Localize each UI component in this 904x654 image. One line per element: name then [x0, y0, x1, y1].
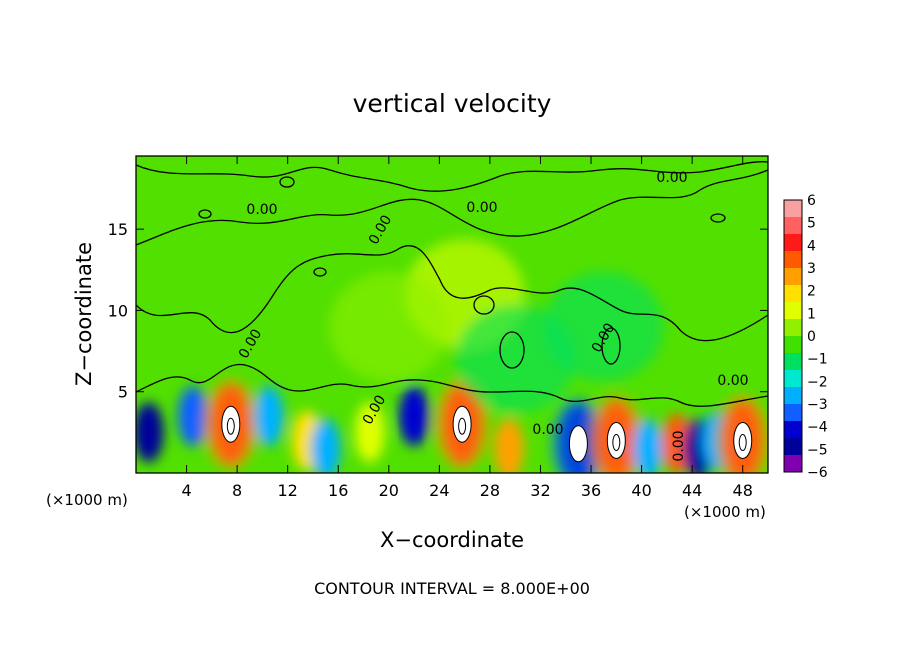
colorbar-tick-label: −3 [807, 397, 828, 413]
colorbar-swatch [784, 285, 802, 303]
colorbar-swatch [784, 234, 802, 252]
y-tick-label: 5 [118, 383, 128, 402]
zero-contour-upper [136, 169, 768, 246]
x-tick-label: 12 [278, 481, 298, 500]
colorbar-swatch [784, 336, 802, 354]
y-tick-label: 15 [108, 220, 128, 239]
field-blob [177, 386, 208, 447]
field-core-contour [612, 433, 621, 451]
footer-contour-interval: CONTOUR INTERVAL = 8.000E+00 [314, 579, 590, 598]
colorbar-swatch [784, 319, 802, 337]
colorbar-tick-label: 2 [807, 284, 816, 300]
field-blob [399, 386, 430, 447]
field-blob [543, 271, 664, 382]
field-blob [253, 386, 284, 447]
colorbar-swatch [784, 387, 802, 405]
contour-closed-5 [198, 209, 212, 219]
y-tick-label: 10 [108, 301, 128, 320]
contour-closed-7 [710, 213, 726, 223]
colorbar-tick-label: −5 [807, 442, 828, 458]
zero-contour-mid [136, 245, 768, 342]
field-blob [328, 271, 449, 382]
x-unit-left: (×1000 m) [46, 491, 128, 509]
zero-contours [136, 161, 768, 407]
colorbar-swatch [784, 353, 802, 371]
x-tick-label: 20 [379, 481, 399, 500]
velocity-cores [221, 405, 753, 463]
x-tick-label: 4 [181, 481, 191, 500]
x-tick-label: 24 [429, 481, 449, 500]
field-blob [310, 418, 341, 473]
field-core [452, 405, 472, 443]
field-core-contour [458, 417, 467, 435]
colorbar-swatch [784, 404, 802, 422]
x-tick-label: 36 [581, 481, 601, 500]
field-core [733, 421, 753, 459]
field-core [568, 425, 588, 463]
velocity-field [136, 239, 768, 473]
field-core [606, 421, 626, 459]
colorbar-tick-label: 6 [807, 193, 816, 209]
colorbar-frame [783, 199, 803, 473]
x-axis-label: X−coordinate [380, 528, 524, 552]
x-unit-right: (×1000 m) [684, 503, 766, 521]
y-axis-ticks: 5 10 15 [108, 220, 768, 402]
colorbar-swatch [784, 200, 802, 218]
colorbar-swatch [784, 421, 802, 439]
x-tick-label: 44 [682, 481, 702, 500]
x-axis-ticks: 4 8 12 16 20 24 28 32 36 40 44 48 [181, 156, 753, 500]
chart-title: vertical velocity [353, 89, 552, 118]
contour-closed-6 [601, 327, 621, 365]
colorbar-swatch [784, 251, 802, 269]
colorbar: 6 5 4 3 2 1 0 −1 −2 −3 −4 −5 −6 [783, 193, 828, 481]
colorbar-swatch [784, 268, 802, 286]
colorbar-swatch [784, 455, 802, 473]
colorbar-tick-label: 1 [807, 306, 816, 322]
colorbar-swatch [784, 217, 802, 235]
contour-label: 0.00 [466, 200, 497, 216]
contour-label: 0.00 [717, 373, 748, 389]
x-tick-label: 16 [328, 481, 348, 500]
field-core-contour [738, 433, 747, 451]
zero-contour-low [136, 363, 768, 407]
colorbar-tick-label: 3 [807, 261, 816, 277]
y-axis-label: Z−coordinate [72, 242, 96, 386]
contour-closed-1 [499, 331, 525, 369]
field-blob [632, 418, 663, 473]
colorbar-tick-label: −1 [807, 352, 828, 368]
colorbar-tick-label: −4 [807, 420, 828, 436]
field-blob [354, 402, 385, 463]
field-blob [493, 418, 524, 473]
x-tick-label: 32 [530, 481, 550, 500]
x-tick-label: 28 [480, 481, 500, 500]
colorbar-tick-label: −6 [807, 465, 828, 481]
colorbar-tick-label: 0 [807, 329, 816, 345]
contour-label: 0.00 [656, 170, 687, 186]
colorbar-tick-label: −2 [807, 374, 828, 390]
field-core [221, 405, 241, 443]
colorbar-swatch [784, 438, 802, 456]
colorbar-tick-label: 4 [807, 238, 816, 254]
plot-area: 0.000.000.000.000.000.000.000.000.000.00 [136, 156, 768, 473]
x-tick-label: 40 [631, 481, 651, 500]
field-core-contour [226, 417, 235, 435]
contour-label: 0.00 [671, 430, 687, 461]
colorbar-tick-label: 5 [807, 216, 816, 232]
plot-frame [135, 155, 769, 474]
contour-closed-4 [313, 267, 327, 277]
contour-label: 0.00 [246, 202, 277, 218]
contour-closed-2 [473, 295, 495, 315]
field-blob [136, 402, 164, 463]
colorbar-swatch [784, 370, 802, 388]
zero-contour-top [136, 161, 768, 192]
contour-closed-3 [279, 176, 295, 188]
contour-label: 0.00 [532, 422, 563, 438]
colorbar-swatch [784, 302, 802, 320]
x-tick-label: 8 [232, 481, 242, 500]
x-tick-label: 48 [733, 481, 753, 500]
